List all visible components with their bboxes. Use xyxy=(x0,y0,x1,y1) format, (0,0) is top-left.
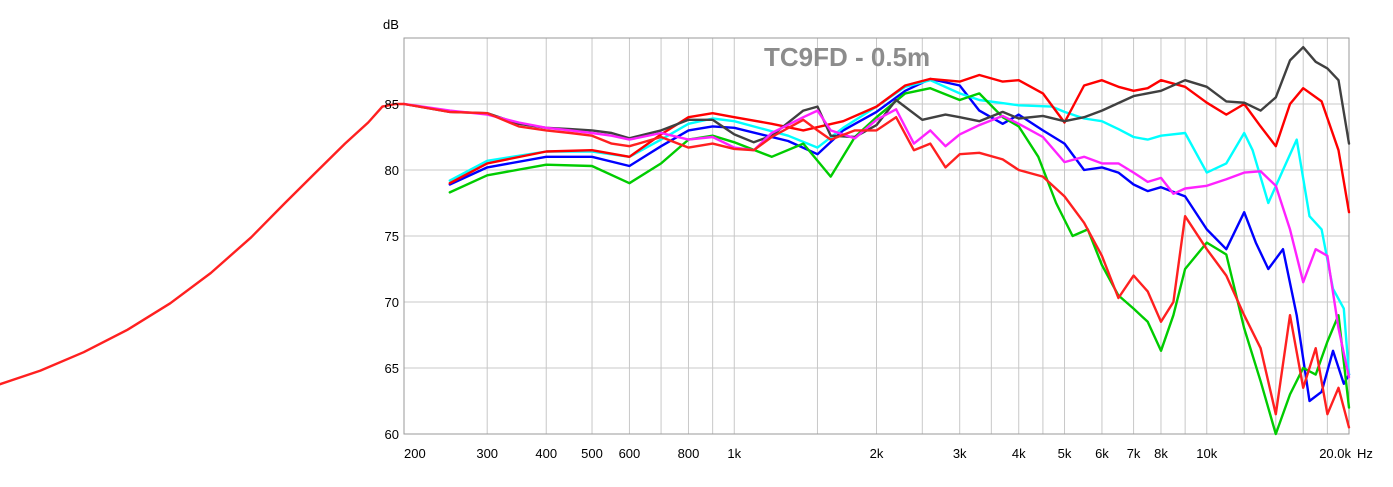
y-tick-label: 80 xyxy=(385,163,399,178)
y-tick-label: 60 xyxy=(385,427,399,442)
x-tick-label: 5k xyxy=(1058,446,1072,461)
series-line-2 xyxy=(448,78,1351,376)
y-tick-label: 85 xyxy=(385,97,399,112)
x-tick-label: 800 xyxy=(678,446,700,461)
grid-lines xyxy=(404,38,1349,434)
x-tick-label: 200 xyxy=(404,446,426,461)
series-group xyxy=(0,46,1351,436)
x-tick-label: 6k xyxy=(1095,446,1109,461)
x-tick-label: 1k xyxy=(727,446,741,461)
x-axis-unit-label: Hz xyxy=(1357,446,1373,461)
series-line-7 xyxy=(402,102,1351,429)
x-tick-label: 300 xyxy=(476,446,498,461)
y-tick-label: 65 xyxy=(385,361,399,376)
x-tick-label: 8k xyxy=(1154,446,1168,461)
x-tick-label: 2k xyxy=(870,446,884,461)
y-tick-label: 70 xyxy=(385,295,399,310)
y-axis-label: dB xyxy=(383,17,399,32)
x-tick-label: 7k xyxy=(1127,446,1141,461)
series-line-1 xyxy=(448,77,1351,403)
x-tick-label: 400 xyxy=(535,446,557,461)
x-tick-label: 10k xyxy=(1196,446,1217,461)
tick-labels: 60 65 70 75 80 85 200 300 400 500 600 800 1k 2k 3k 4k 5k… xyxy=(385,97,1352,461)
chart-title: TC9FD - 0.5m xyxy=(764,42,930,72)
x-tick-label: 3k xyxy=(953,446,967,461)
plot-border xyxy=(403,37,1350,435)
series-line-8 xyxy=(0,102,406,386)
x-tick-label: 500 xyxy=(581,446,603,461)
x-tick-label: 20.0k xyxy=(1319,446,1351,461)
x-tick-label: 600 xyxy=(619,446,641,461)
series-line-4 xyxy=(448,73,1351,214)
x-tick-label: 4k xyxy=(1012,446,1026,461)
series-line-6 xyxy=(402,102,1351,379)
y-tick-label: 75 xyxy=(385,229,399,244)
series-line-5 xyxy=(402,46,1351,145)
